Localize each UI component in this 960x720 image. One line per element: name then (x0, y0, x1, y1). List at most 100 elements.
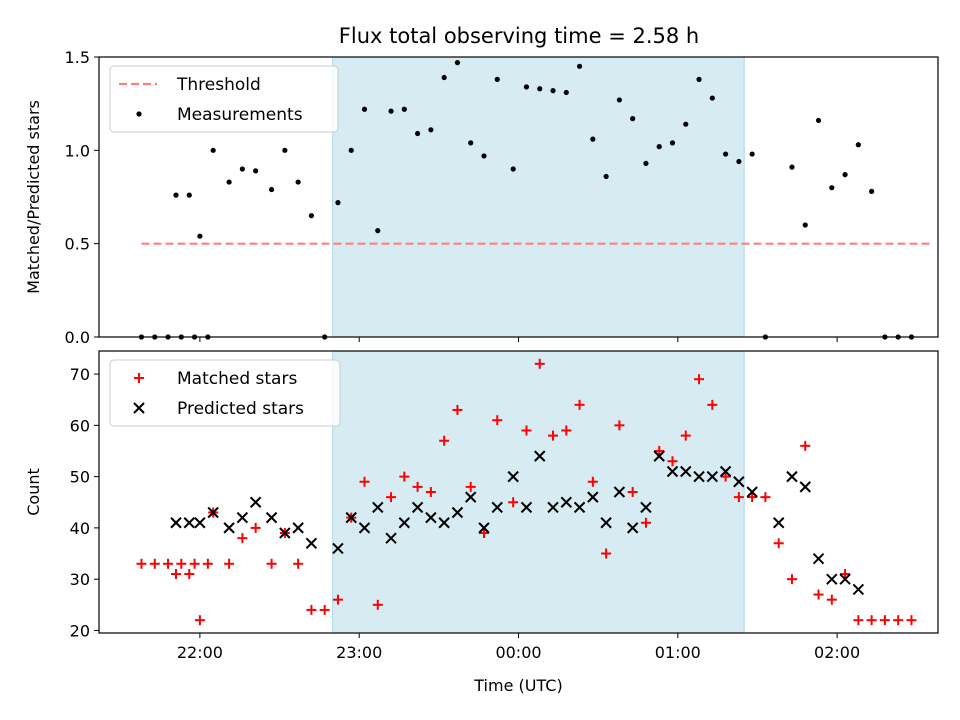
matched-point (667, 456, 678, 467)
y-tick-label: 50 (70, 468, 90, 487)
matched-point (202, 558, 213, 569)
predicted-point (626, 522, 639, 534)
series-predicted-stars (170, 450, 865, 596)
predicted-point-b (680, 465, 692, 478)
y-tick-label: 0.0 (65, 328, 90, 347)
predicted-point-b (372, 501, 384, 514)
legend-label: Measurements (177, 105, 303, 125)
measurement-point (510, 166, 516, 172)
measurement-point (494, 76, 500, 82)
legend-label: Threshold (176, 75, 261, 95)
predicted-point-b (573, 501, 586, 514)
matched-point (760, 492, 771, 503)
predicted-point (826, 573, 838, 585)
y-axis-label: Matched/Predicted stars (24, 100, 43, 294)
measurement-point (441, 74, 447, 81)
measurement-point (576, 63, 583, 69)
predicted-point-b (223, 522, 235, 534)
x-tick-label: 02:00 (814, 643, 860, 662)
highlight-span (332, 56, 745, 338)
predicted-point-b (183, 517, 195, 529)
matched-point (680, 430, 691, 441)
predicted-point (170, 517, 182, 529)
y-tick-label: 20 (70, 621, 90, 640)
y-tick-label: 0.5 (65, 235, 90, 254)
predicted-point (507, 470, 519, 483)
measurement-point (869, 188, 875, 194)
y-tick-label: 60 (70, 416, 90, 435)
y-tick-label: 30 (70, 570, 90, 589)
matched-point (399, 471, 410, 482)
measurement-point (696, 76, 702, 82)
measurement-point (428, 127, 434, 133)
predicted-point-b (507, 470, 519, 483)
predicted-point (560, 496, 572, 508)
matched-point (425, 487, 436, 497)
predicted-point (706, 470, 719, 483)
predicted-point-b (560, 496, 572, 508)
matched-point (614, 420, 625, 431)
measurement-point (268, 186, 275, 193)
y-tick-label: 1.5 (65, 48, 90, 67)
matched-point (866, 615, 877, 626)
matched-point (587, 476, 598, 487)
predicted-point (372, 501, 384, 514)
predicted-point-b (465, 491, 477, 503)
predicted-point-b (653, 450, 665, 462)
matched-point (640, 517, 651, 528)
predicted-point-b (826, 573, 838, 585)
predicted-point (666, 465, 679, 478)
legend-matched-swatch (134, 373, 144, 383)
predicted-point-b (292, 522, 304, 534)
predicted-point (812, 552, 825, 565)
matched-point (163, 558, 174, 569)
measurement-point (802, 222, 808, 228)
predicted-point-b (799, 481, 811, 493)
predicted-point (719, 465, 732, 478)
measurement-point (454, 60, 461, 66)
predicted-point-b (626, 522, 639, 534)
legend-predicted-b (133, 402, 145, 414)
matched-point (492, 415, 503, 426)
predicted-point-b (249, 496, 262, 508)
matched-point (879, 615, 890, 626)
predicted-point-b (411, 501, 424, 514)
predicted-point-b (733, 476, 745, 488)
measurement-point (855, 142, 861, 148)
predicted-point (680, 465, 692, 478)
x-tick-label: 23:00 (336, 643, 382, 662)
matched-point (627, 487, 638, 497)
measurement-point (253, 168, 259, 174)
chart-title: Flux total observing time = 2.58 h (339, 24, 699, 48)
legend-box (109, 359, 341, 427)
predicted-point (839, 573, 851, 585)
predicted-point-b (746, 486, 758, 498)
predicted-point-b (786, 470, 798, 483)
measurement-point (563, 89, 569, 96)
matched-point (561, 425, 572, 436)
matched-point (601, 548, 612, 559)
matched-point (893, 615, 904, 626)
measurement-point (603, 173, 609, 180)
y-tick-label: 70 (70, 365, 90, 384)
predicted-point-b (170, 517, 182, 529)
matched-point (194, 615, 205, 626)
panel-ratio: 0.0 0.5 1.0 1.5 Matched/Predicted stars Thres… (24, 48, 939, 347)
matched-point (170, 569, 181, 580)
measurement-point (616, 97, 622, 103)
measurement-point (709, 95, 715, 101)
x-tick-label: 00:00 (495, 643, 541, 662)
predicted-point (249, 496, 262, 508)
predicted-point-b (345, 511, 357, 524)
matched-point (548, 430, 559, 441)
matched-point (720, 471, 731, 482)
predicted-point (332, 542, 344, 555)
measurement-point (537, 86, 543, 92)
predicted-point (746, 486, 758, 498)
predicted-point (613, 486, 626, 498)
matched-point (412, 481, 423, 492)
matched-point (224, 558, 235, 569)
matched-point (237, 533, 248, 544)
predicted-point (183, 517, 195, 529)
predicted-point (491, 501, 503, 514)
